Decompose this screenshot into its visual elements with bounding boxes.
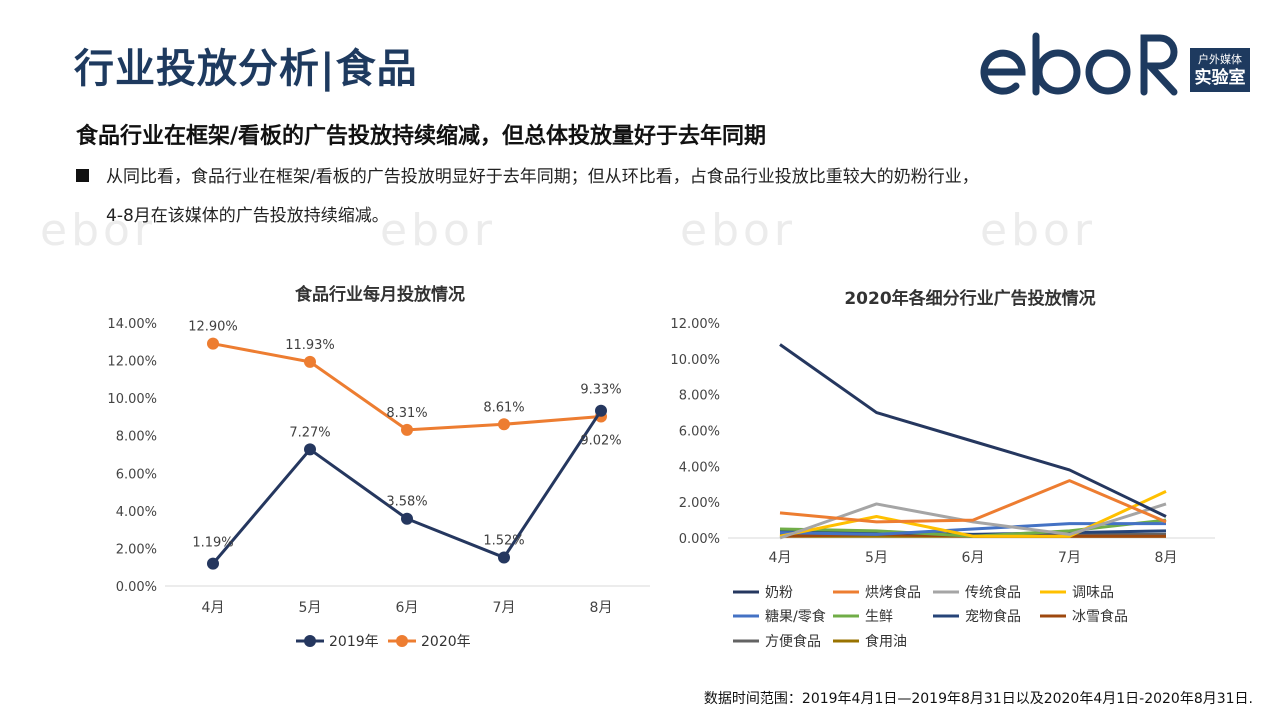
- y-tick-label: 12.00%: [107, 355, 157, 370]
- legend-label: 烘烤食品: [865, 584, 921, 601]
- x-tick-label: 4月: [769, 550, 792, 566]
- series-line-2: [779, 479, 1167, 524]
- data-point: [498, 418, 510, 431]
- legend-label: 2020年: [421, 634, 471, 650]
- legend-label: 食用油: [865, 633, 907, 650]
- data-point: [401, 423, 413, 436]
- x-tick-label: 5月: [299, 600, 322, 616]
- data-point: [401, 512, 413, 525]
- y-tick-label: 12.00%: [670, 317, 720, 332]
- series-line-3: [779, 502, 1167, 540]
- legend-label: 传统食品: [965, 584, 1021, 601]
- y-tick-label: 10.00%: [670, 353, 720, 368]
- left-chart-title: 食品行业每月投放情况: [295, 285, 465, 305]
- logo-badge: 户外媒体 实验室: [1190, 48, 1250, 92]
- y-tick-label: 2.00%: [116, 542, 157, 557]
- y-tick-label: 8.00%: [116, 430, 157, 445]
- data-label: 7.27%: [289, 425, 330, 440]
- data-point: [498, 551, 510, 564]
- data-label: 8.31%: [386, 406, 427, 421]
- series-line-1: [779, 343, 1167, 518]
- x-tick-label: 8月: [1155, 550, 1178, 566]
- data-label: 9.02%: [580, 434, 621, 449]
- right-chart-title: 2020年各细分行业广告投放情况: [844, 289, 1096, 309]
- x-tick-label: 4月: [202, 600, 225, 616]
- x-tick-label: 8月: [590, 600, 613, 616]
- data-label: 12.90%: [188, 320, 238, 335]
- bullet-square-icon: [76, 169, 89, 182]
- x-tick-label: 6月: [962, 550, 985, 566]
- legend-label: 生鲜: [865, 609, 893, 625]
- data-label: 11.93%: [285, 338, 335, 353]
- x-tick-label: 5月: [865, 550, 888, 566]
- y-tick-label: 10.00%: [107, 392, 157, 407]
- y-tick-label: 6.00%: [116, 467, 157, 482]
- legend-label: 调味品: [1072, 585, 1114, 601]
- data-label: 8.61%: [483, 400, 524, 415]
- data-point: [304, 355, 316, 368]
- legend-label: 奶粉: [765, 585, 793, 601]
- legend-label: 方便食品: [765, 633, 821, 650]
- data-label: 9.33%: [580, 383, 621, 398]
- watermark: ebor: [40, 205, 157, 256]
- page-title: 行业投放分析|食品: [74, 46, 418, 92]
- legend-label: 2019年: [329, 634, 379, 650]
- data-point: [207, 337, 219, 350]
- logo-badge-line2: 实验室: [1194, 68, 1246, 88]
- x-tick-label: 7月: [1058, 550, 1081, 566]
- body-text-line1: 从同比看，食品行业在框架/看板的广告投放明显好于去年同期；但从环比看，占食品行业…: [106, 167, 979, 187]
- legend-label: 冰雪食品: [1072, 608, 1128, 625]
- x-tick-label: 7月: [493, 600, 516, 616]
- data-point: [304, 443, 316, 456]
- watermark: ebor: [680, 205, 797, 256]
- y-tick-label: 0.00%: [116, 580, 157, 595]
- y-tick-label: 4.00%: [116, 505, 157, 520]
- footnote: 数据时间范围：2019年4月1日—2019年8月31日以及2020年4月1日-2…: [703, 691, 1253, 707]
- x-tick-label: 6月: [396, 600, 419, 616]
- legend-marker: [396, 635, 408, 647]
- data-label: 1.52%: [483, 533, 524, 548]
- y-tick-label: 2.00%: [679, 496, 720, 511]
- watermark: ebor: [980, 205, 1097, 256]
- watermark: ebor: [380, 205, 497, 256]
- series-line-4: [779, 490, 1167, 538]
- logo-wordmark: [980, 32, 1178, 96]
- body-text-line2: 4-8月在该媒体的广告投放持续缩减。: [106, 206, 389, 226]
- y-tick-label: 4.00%: [679, 460, 720, 475]
- y-tick-label: 14.00%: [107, 317, 157, 332]
- data-label: 1.19%: [192, 536, 233, 551]
- legend-label: 糖果/零食: [765, 608, 826, 625]
- legend-label: 宠物食品: [965, 608, 1021, 625]
- data-point: [207, 557, 219, 570]
- data-point: [595, 404, 607, 417]
- y-tick-label: 8.00%: [679, 389, 720, 404]
- y-tick-label: 0.00%: [679, 532, 720, 547]
- headline: 食品行业在框架/看板的广告投放持续缩减，但总体投放量好于去年同期: [76, 124, 767, 149]
- series-line-7: [779, 529, 1167, 536]
- y-tick-label: 6.00%: [679, 425, 720, 440]
- legend-marker: [304, 635, 316, 647]
- data-label: 3.58%: [386, 495, 427, 510]
- brand-logo: 户外媒体 实验室: [978, 30, 1254, 100]
- logo-badge-line1: 户外媒体: [1198, 53, 1242, 66]
